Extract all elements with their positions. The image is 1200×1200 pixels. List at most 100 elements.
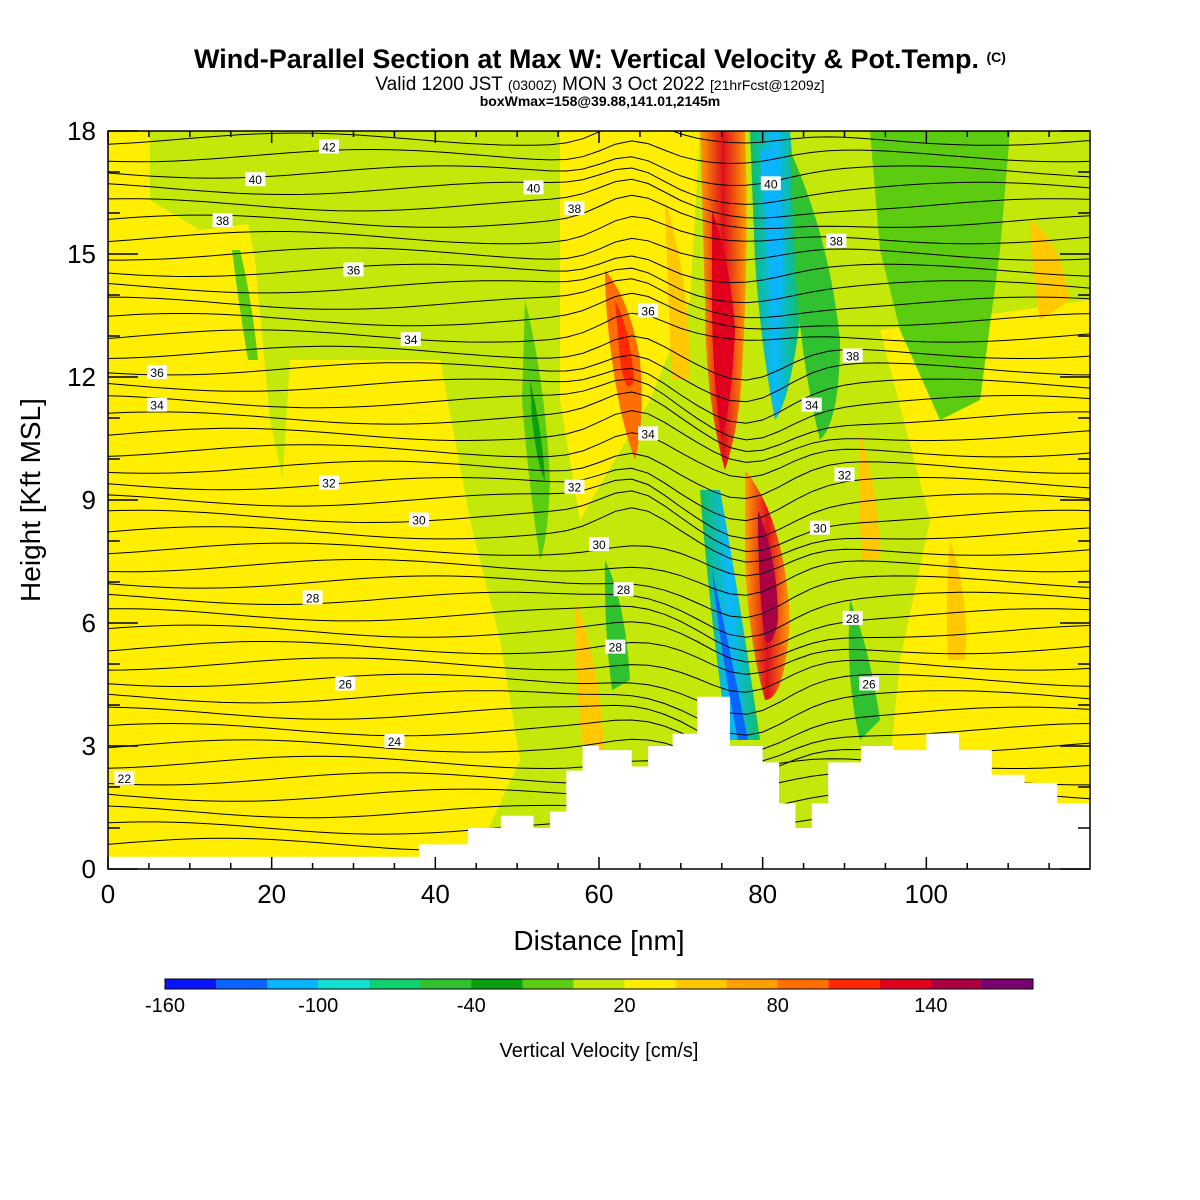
colorbar-swatch [777, 979, 830, 989]
contour-label-bg [859, 676, 880, 691]
colorbar-swatch [522, 979, 574, 989]
theta-contour [108, 335, 1090, 381]
colorbar-title: Vertical Velocity [cm/s] [500, 1040, 699, 1062]
contour-label: 34 [805, 399, 819, 413]
contour-label-bg [638, 426, 659, 441]
contour-label: 24 [388, 735, 402, 749]
colorbar-tick-label: 140 [914, 995, 947, 1017]
colorbar [164, 978, 1034, 990]
contour-label-bg [809, 520, 830, 535]
theta-contour [108, 641, 1090, 675]
x-tick-label: 80 [748, 879, 777, 909]
theta-contour [108, 167, 1090, 205]
contour-label-bg [826, 233, 847, 248]
theta-contour [108, 378, 1090, 441]
y-axis-title: Height [Kft MSL] [15, 398, 46, 602]
theta-contour [108, 391, 1090, 453]
field-orange-right [859, 430, 880, 560]
theta-contour [108, 490, 1090, 553]
colorbar-swatch [471, 979, 523, 989]
contour-label: 30 [813, 522, 827, 536]
theta-contour [108, 657, 1090, 693]
contour-label-bg [212, 213, 233, 228]
theta-contour [108, 704, 1090, 752]
colorbar-tick-label: 20 [613, 995, 635, 1017]
theta-contour [108, 507, 1090, 563]
contour-label: 22 [118, 772, 132, 786]
contour-label: 28 [617, 583, 631, 597]
colorbar-tick-label: 80 [767, 995, 789, 1017]
contour-label: 32 [568, 481, 582, 495]
field-yellow-right [880, 300, 1090, 869]
contour-label-bg [638, 303, 659, 318]
y-tick-label: 18 [67, 116, 96, 146]
contour-label-bg [335, 676, 356, 691]
y-tick-label: 0 [82, 854, 96, 884]
chart-box-wmax: boxWmax=158@39.88,141.01,2145m [479, 93, 721, 109]
colorbar-tick-label: -160 [145, 995, 185, 1017]
contour-label: 32 [838, 468, 852, 482]
contour-label: 28 [846, 612, 860, 626]
colorbar-swatch [216, 979, 268, 989]
contour-label: 38 [830, 235, 844, 249]
contour-label-bg [408, 512, 429, 527]
colorbar-swatch [624, 979, 677, 989]
contour-label-bg [384, 733, 405, 748]
theta-contour [108, 719, 1090, 763]
colorbar-tick-label: -40 [457, 995, 486, 1017]
contour-label-bg [245, 172, 266, 187]
contour-label-bg [302, 590, 323, 605]
contour-label: 30 [412, 514, 426, 528]
field-green-topleft [150, 131, 330, 230]
contour-label-bg [842, 610, 863, 625]
theta-contour [108, 690, 1090, 736]
contour-label-bg [589, 537, 609, 552]
y-tick-label: 9 [82, 485, 96, 515]
contour-label: 26 [862, 678, 876, 692]
chart-title: Wind-Parallel Section at Max W: Vertical… [194, 44, 1006, 74]
theta-contour [108, 178, 1090, 219]
theta-contour [108, 432, 1090, 479]
theta-contour [108, 410, 1090, 463]
contour-label-bg [523, 180, 544, 195]
contour-label: 38 [846, 350, 860, 364]
field-orange-right-2 [1030, 220, 1070, 320]
contour-label: 34 [150, 399, 164, 413]
y-tick-label: 3 [82, 731, 96, 761]
colorbar-swatch [318, 979, 370, 989]
field-downdraft-lower [700, 490, 760, 740]
terrain-mask [108, 696, 1090, 869]
theta-contour [108, 367, 1090, 424]
field-updraft-lower-core [758, 510, 778, 643]
field-orange-band-a [575, 600, 605, 760]
field-green-band-4 [604, 560, 630, 690]
axis-ticks [107, 130, 1090, 870]
field-yellow-left [108, 131, 360, 869]
colorbar-swatch [828, 979, 881, 989]
contour-label-bg [400, 332, 421, 347]
theta-contour [108, 312, 1090, 343]
colorbar-swatch [930, 979, 983, 989]
theta-contour [108, 452, 1090, 500]
colorbar-swatch [165, 979, 217, 989]
contour-label: 30 [592, 538, 606, 552]
colorbar-swatch [267, 979, 319, 989]
contour-label: 40 [527, 181, 541, 195]
field-orange-band-b [665, 200, 690, 380]
theta-contour [108, 255, 1090, 284]
theta-contour [108, 292, 1090, 330]
colorbar-swatch [573, 979, 626, 989]
contour-label: 34 [641, 427, 655, 441]
field-yellow-center [280, 360, 520, 869]
theta-contour [108, 278, 1090, 319]
contour-label: 42 [322, 140, 336, 154]
theta-contour [108, 267, 1090, 304]
theta-contour [108, 673, 1090, 715]
contour-label-bg [114, 770, 135, 785]
contour-label: 34 [404, 333, 418, 347]
contour-label: 32 [322, 477, 336, 491]
x-tick-label: 100 [905, 879, 948, 909]
y-tick-label: 6 [82, 608, 96, 638]
colorbar-tick-label: -100 [298, 995, 338, 1017]
